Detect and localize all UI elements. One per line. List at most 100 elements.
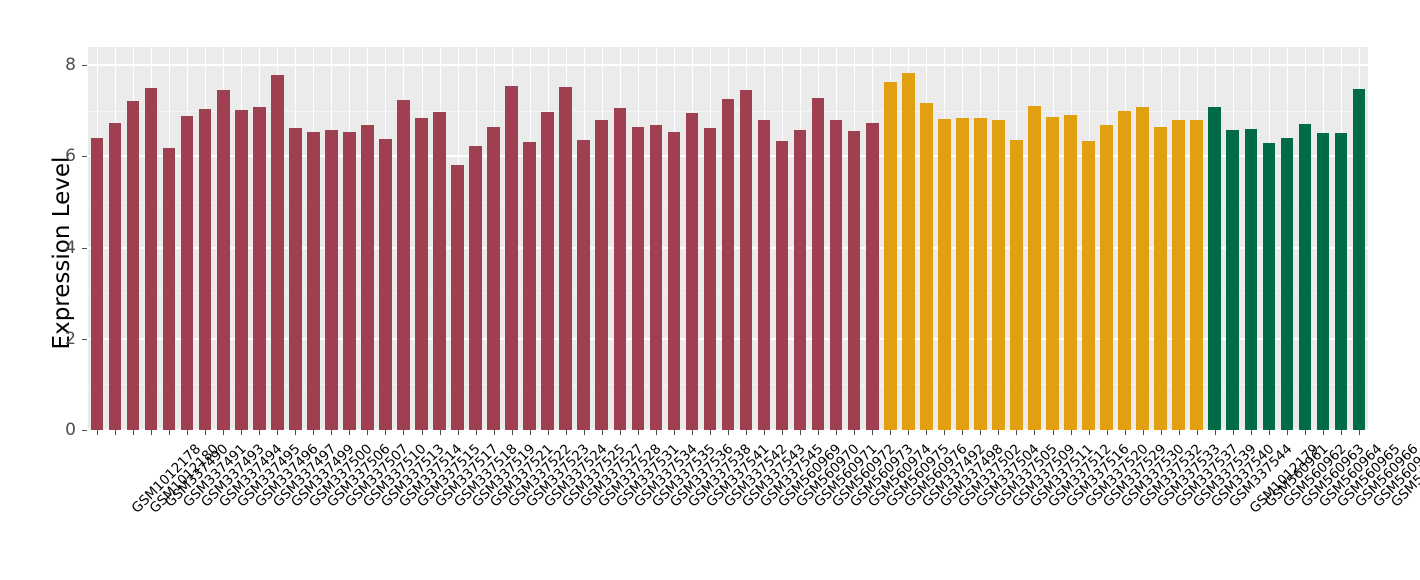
x-axis-tick-mark bbox=[277, 430, 278, 435]
x-axis-tick-label: GSM337498 bbox=[937, 441, 1007, 511]
bar[interactable] bbox=[920, 102, 933, 430]
x-axis-tick-label: GSM1012180 bbox=[146, 441, 223, 517]
x-axis-tick-label: GSM337524 bbox=[540, 441, 611, 511]
bar[interactable] bbox=[487, 126, 500, 430]
bar[interactable] bbox=[1352, 88, 1366, 430]
bar[interactable] bbox=[1262, 142, 1276, 430]
bar[interactable] bbox=[144, 88, 158, 430]
bar[interactable] bbox=[505, 85, 518, 430]
bar[interactable] bbox=[1028, 105, 1041, 430]
x-axis-tick-label: GSM337544 bbox=[1225, 441, 1296, 511]
x-axis-tick-mark bbox=[494, 430, 495, 435]
bar[interactable] bbox=[541, 111, 555, 430]
x-axis-tick-mark bbox=[584, 430, 585, 435]
bar[interactable] bbox=[198, 108, 212, 430]
bar[interactable] bbox=[180, 116, 194, 430]
bar[interactable] bbox=[757, 120, 771, 430]
bar[interactable] bbox=[289, 127, 302, 430]
x-axis-tick-mark bbox=[1323, 430, 1324, 435]
bar[interactable] bbox=[379, 139, 392, 430]
bar-series bbox=[88, 47, 1368, 430]
bar[interactable] bbox=[1208, 107, 1222, 430]
bar[interactable] bbox=[1118, 110, 1131, 430]
bar[interactable] bbox=[1280, 138, 1294, 430]
bar[interactable] bbox=[938, 118, 951, 430]
bar[interactable] bbox=[162, 148, 176, 430]
bar[interactable] bbox=[1082, 141, 1095, 430]
x-axis-tick-marks bbox=[88, 430, 1368, 436]
bar[interactable] bbox=[307, 131, 320, 430]
x-axis-tick-mark bbox=[1197, 430, 1198, 435]
y-axis-tick-mark bbox=[82, 156, 87, 158]
x-axis-tick-label: GSM337514 bbox=[396, 441, 466, 511]
bar[interactable] bbox=[559, 86, 573, 430]
bar[interactable] bbox=[1316, 132, 1330, 430]
bar[interactable] bbox=[1100, 124, 1113, 430]
bar[interactable] bbox=[216, 89, 230, 430]
y-axis-tick-label: 0 bbox=[65, 420, 76, 440]
x-axis-tick-label: GSM337494 bbox=[216, 441, 286, 511]
x-axis-tick-mark bbox=[872, 430, 873, 435]
bar[interactable] bbox=[595, 119, 609, 430]
bar[interactable] bbox=[1190, 119, 1204, 430]
bar[interactable] bbox=[974, 117, 987, 430]
x-axis-tick-label: GSM560971 bbox=[811, 441, 881, 511]
bar[interactable] bbox=[397, 99, 410, 430]
bar[interactable] bbox=[325, 130, 338, 430]
bar[interactable] bbox=[901, 73, 915, 430]
bar[interactable] bbox=[361, 125, 374, 430]
bar[interactable] bbox=[1298, 124, 1312, 430]
bar[interactable] bbox=[992, 119, 1005, 430]
bar[interactable] bbox=[1154, 126, 1167, 430]
bar[interactable] bbox=[811, 97, 825, 430]
y-axis-tick-mark bbox=[82, 247, 87, 249]
y-axis-tick-label: 6 bbox=[65, 146, 76, 167]
bar[interactable] bbox=[1010, 140, 1023, 430]
x-axis-tick-label: GSM337492 bbox=[919, 441, 989, 511]
bar[interactable] bbox=[613, 107, 627, 430]
x-axis-tick-label: GSM337542 bbox=[721, 441, 791, 511]
bar[interactable] bbox=[270, 74, 284, 430]
bar[interactable] bbox=[523, 142, 536, 430]
bar[interactable] bbox=[739, 90, 753, 430]
bar[interactable] bbox=[721, 98, 735, 430]
bar[interactable] bbox=[883, 81, 897, 430]
bar[interactable] bbox=[90, 138, 104, 430]
x-axis-tick-label: GSM337522 bbox=[504, 441, 575, 511]
bar[interactable] bbox=[252, 106, 266, 430]
bar[interactable] bbox=[433, 111, 446, 430]
bar[interactable] bbox=[685, 112, 699, 430]
bar[interactable] bbox=[631, 127, 645, 430]
bar[interactable] bbox=[126, 101, 140, 430]
bar[interactable] bbox=[1244, 129, 1258, 430]
bar[interactable] bbox=[343, 132, 356, 430]
x-axis-tick-mark bbox=[1233, 430, 1234, 435]
x-axis-tick-mark bbox=[1053, 430, 1054, 435]
x-axis-tick-label: GSM337538 bbox=[684, 441, 755, 511]
bar[interactable] bbox=[415, 117, 428, 430]
bar[interactable] bbox=[649, 125, 663, 430]
bar[interactable] bbox=[108, 123, 122, 430]
bar[interactable] bbox=[1064, 115, 1077, 430]
bar[interactable] bbox=[1226, 130, 1240, 430]
bar[interactable] bbox=[1046, 116, 1059, 430]
bar[interactable] bbox=[577, 139, 591, 430]
bar[interactable] bbox=[234, 109, 248, 430]
x-axis-tick-label: GSM337513 bbox=[378, 441, 448, 511]
bar[interactable] bbox=[793, 130, 807, 430]
bar[interactable] bbox=[956, 117, 969, 430]
bar[interactable] bbox=[703, 128, 717, 430]
bar[interactable] bbox=[469, 146, 482, 430]
x-axis-tick-mark bbox=[1034, 430, 1035, 435]
bar[interactable] bbox=[829, 120, 843, 430]
bar[interactable] bbox=[667, 131, 681, 430]
bar[interactable] bbox=[775, 141, 789, 430]
bar[interactable] bbox=[847, 130, 861, 430]
bar[interactable] bbox=[1334, 133, 1348, 430]
bar[interactable] bbox=[865, 122, 879, 430]
x-axis-tick-label: GSM1012179 bbox=[1246, 441, 1322, 517]
bar[interactable] bbox=[1136, 107, 1149, 430]
bar[interactable] bbox=[451, 164, 464, 430]
bar[interactable] bbox=[1172, 119, 1185, 430]
